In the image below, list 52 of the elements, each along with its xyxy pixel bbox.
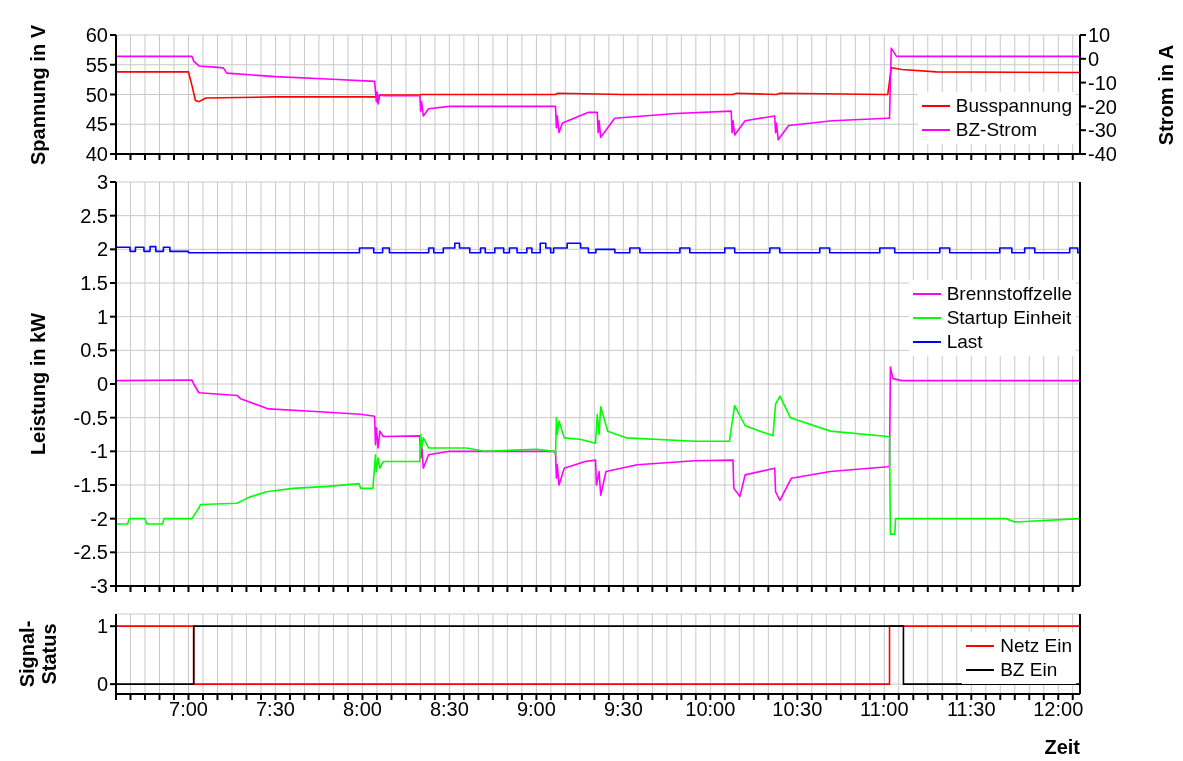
x-axis-title: Zeit <box>1044 736 1080 759</box>
x-tick-label: 11:00 <box>860 698 909 721</box>
x-tick-label: 10:00 <box>685 698 736 721</box>
y2-tick-label: -20 <box>1088 95 1117 118</box>
line-series <box>116 395 1080 535</box>
legend-label: BZ Ein <box>1000 659 1058 681</box>
x-tick-label: 10:30 <box>772 698 823 721</box>
y-tick-label: -2 <box>90 507 108 530</box>
y-tick-label: 60 <box>85 24 108 47</box>
y-tick-label: 45 <box>85 113 108 136</box>
x-tick-label: 7:30 <box>255 698 295 721</box>
y-tick-label: -1.5 <box>73 474 108 497</box>
y2-tick-label: -10 <box>1088 71 1117 94</box>
y-tick-label: 3 <box>96 171 108 194</box>
x-tick-label: 11:30 <box>946 698 996 721</box>
y2-tick-label: -40 <box>1088 143 1117 166</box>
y-tick-label: 0 <box>96 373 108 396</box>
y-tick-label: -0.5 <box>73 406 108 429</box>
y2-tick-label: 10 <box>1088 24 1111 47</box>
legend-label: Startup Einheit <box>946 307 1072 330</box>
x-tick-label: 7:00 <box>169 698 208 721</box>
y-tick-label: 40 <box>85 143 108 166</box>
y-tick-label: 0.5 <box>80 339 108 362</box>
legend-label: Brennstoffzelle <box>946 283 1072 306</box>
y-tick-label: -2.5 <box>73 541 108 564</box>
y-tick-label: 0 <box>96 673 108 696</box>
y-tick-label: -1 <box>90 440 108 463</box>
y-axis-title: Leistung in kW <box>27 312 49 456</box>
y-tick-label: -3 <box>90 575 108 598</box>
x-tick-label: 8:00 <box>342 698 382 721</box>
x-tick-label: 8:30 <box>429 698 469 721</box>
y2-tick-label: 0 <box>1088 47 1100 70</box>
x-tick-label: 9:30 <box>603 698 643 721</box>
y-tick-label: 2.5 <box>80 204 108 227</box>
x-tick-label: 12:00 <box>1033 698 1084 721</box>
y-tick-label: 50 <box>85 83 108 106</box>
legend-label: Last <box>946 331 983 354</box>
x-tick-label: 9:00 <box>516 698 556 721</box>
line-series <box>116 366 1080 502</box>
y-tick-label: 55 <box>85 53 108 76</box>
legend-label: Netz Ein <box>1000 635 1072 657</box>
y-tick-label: 2 <box>96 238 108 261</box>
y2-axis-title: Strom in A <box>1154 44 1178 145</box>
y2-tick-label: -30 <box>1088 119 1117 142</box>
y-axis-title: Signal- Status <box>16 620 60 688</box>
y-tick-label: 1 <box>96 615 108 638</box>
y-axis-title: Spannung in V <box>27 24 49 165</box>
legend-label: BZ-Strom <box>955 119 1038 141</box>
line-series <box>116 47 1080 141</box>
y-tick-label: 1.5 <box>80 272 108 295</box>
legend-label: Busspannung <box>955 95 1072 117</box>
y-tick-label: 1 <box>96 305 108 328</box>
